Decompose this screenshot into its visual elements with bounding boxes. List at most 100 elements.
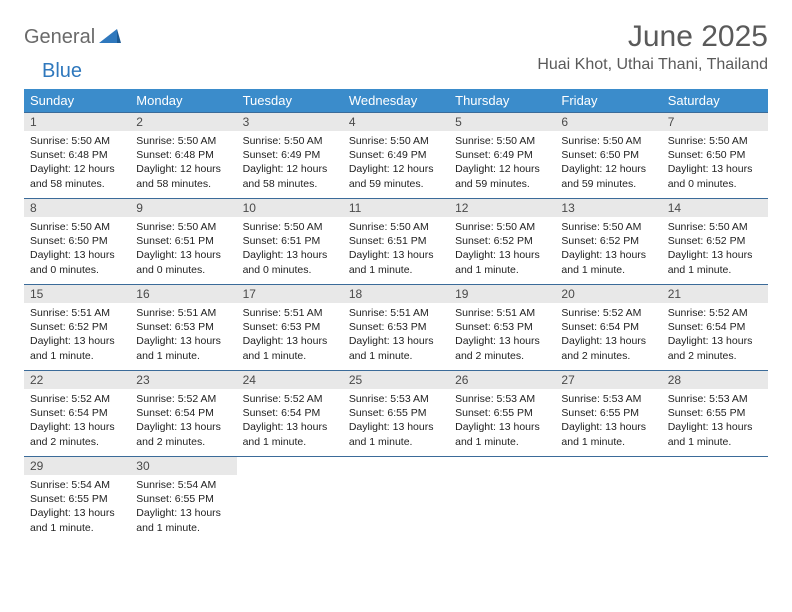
day-info: Sunrise: 5:52 AMSunset: 6:54 PMDaylight:… <box>555 303 661 367</box>
day-info: Sunrise: 5:52 AMSunset: 6:54 PMDaylight:… <box>24 389 130 453</box>
day-info: Sunrise: 5:53 AMSunset: 6:55 PMDaylight:… <box>555 389 661 453</box>
day-number: 9 <box>130 199 236 217</box>
weekday-header-row: SundayMondayTuesdayWednesdayThursdayFrid… <box>24 89 768 113</box>
weekday-header: Friday <box>555 89 661 113</box>
day-info: Sunrise: 5:51 AMSunset: 6:52 PMDaylight:… <box>24 303 130 367</box>
day-info: Sunrise: 5:54 AMSunset: 6:55 PMDaylight:… <box>130 475 236 539</box>
day-number: 14 <box>662 199 768 217</box>
day-info: Sunrise: 5:50 AMSunset: 6:48 PMDaylight:… <box>130 131 236 195</box>
calendar-table: SundayMondayTuesdayWednesdayThursdayFrid… <box>24 89 768 543</box>
day-number: 21 <box>662 285 768 303</box>
day-number: 26 <box>449 371 555 389</box>
day-number: 19 <box>449 285 555 303</box>
day-number: 28 <box>662 371 768 389</box>
day-info: Sunrise: 5:52 AMSunset: 6:54 PMDaylight:… <box>237 389 343 453</box>
calendar-day-cell: 28Sunrise: 5:53 AMSunset: 6:55 PMDayligh… <box>662 371 768 457</box>
day-info: Sunrise: 5:50 AMSunset: 6:49 PMDaylight:… <box>343 131 449 195</box>
title-block: June 2025 Huai Khot, Uthai Thani, Thaila… <box>537 20 768 74</box>
day-info: Sunrise: 5:50 AMSunset: 6:52 PMDaylight:… <box>555 217 661 281</box>
day-number: 22 <box>24 371 130 389</box>
calendar-day-cell: 3Sunrise: 5:50 AMSunset: 6:49 PMDaylight… <box>237 113 343 199</box>
day-number: 5 <box>449 113 555 131</box>
day-info: Sunrise: 5:50 AMSunset: 6:51 PMDaylight:… <box>237 217 343 281</box>
day-number: 20 <box>555 285 661 303</box>
logo: General <box>24 20 123 49</box>
day-number: 4 <box>343 113 449 131</box>
calendar-day-cell: 24Sunrise: 5:52 AMSunset: 6:54 PMDayligh… <box>237 371 343 457</box>
calendar-day-cell: 27Sunrise: 5:53 AMSunset: 6:55 PMDayligh… <box>555 371 661 457</box>
weekday-header: Saturday <box>662 89 768 113</box>
calendar-day-cell: 14Sunrise: 5:50 AMSunset: 6:52 PMDayligh… <box>662 199 768 285</box>
weekday-header: Wednesday <box>343 89 449 113</box>
calendar-day-cell: 8Sunrise: 5:50 AMSunset: 6:50 PMDaylight… <box>24 199 130 285</box>
calendar-day-cell: 7Sunrise: 5:50 AMSunset: 6:50 PMDaylight… <box>662 113 768 199</box>
calendar-empty-cell <box>662 457 768 543</box>
day-number: 30 <box>130 457 236 475</box>
day-info: Sunrise: 5:51 AMSunset: 6:53 PMDaylight:… <box>130 303 236 367</box>
day-number: 25 <box>343 371 449 389</box>
calendar-day-cell: 22Sunrise: 5:52 AMSunset: 6:54 PMDayligh… <box>24 371 130 457</box>
day-info: Sunrise: 5:51 AMSunset: 6:53 PMDaylight:… <box>449 303 555 367</box>
day-number: 15 <box>24 285 130 303</box>
day-number: 1 <box>24 113 130 131</box>
day-info: Sunrise: 5:50 AMSunset: 6:50 PMDaylight:… <box>662 131 768 195</box>
day-info: Sunrise: 5:52 AMSunset: 6:54 PMDaylight:… <box>662 303 768 367</box>
calendar-day-cell: 23Sunrise: 5:52 AMSunset: 6:54 PMDayligh… <box>130 371 236 457</box>
day-number: 24 <box>237 371 343 389</box>
day-info: Sunrise: 5:50 AMSunset: 6:48 PMDaylight:… <box>24 131 130 195</box>
calendar-week-row: 15Sunrise: 5:51 AMSunset: 6:52 PMDayligh… <box>24 285 768 371</box>
day-info: Sunrise: 5:54 AMSunset: 6:55 PMDaylight:… <box>24 475 130 539</box>
day-number: 11 <box>343 199 449 217</box>
calendar-day-cell: 6Sunrise: 5:50 AMSunset: 6:50 PMDaylight… <box>555 113 661 199</box>
day-number: 10 <box>237 199 343 217</box>
day-info: Sunrise: 5:50 AMSunset: 6:51 PMDaylight:… <box>343 217 449 281</box>
calendar-day-cell: 17Sunrise: 5:51 AMSunset: 6:53 PMDayligh… <box>237 285 343 371</box>
day-info: Sunrise: 5:50 AMSunset: 6:50 PMDaylight:… <box>24 217 130 281</box>
logo-text-blue: Blue <box>42 60 82 82</box>
day-number: 12 <box>449 199 555 217</box>
calendar-day-cell: 9Sunrise: 5:50 AMSunset: 6:51 PMDaylight… <box>130 199 236 285</box>
day-info: Sunrise: 5:50 AMSunset: 6:51 PMDaylight:… <box>130 217 236 281</box>
calendar-day-cell: 1Sunrise: 5:50 AMSunset: 6:48 PMDaylight… <box>24 113 130 199</box>
calendar-week-row: 1Sunrise: 5:50 AMSunset: 6:48 PMDaylight… <box>24 113 768 199</box>
calendar-day-cell: 15Sunrise: 5:51 AMSunset: 6:52 PMDayligh… <box>24 285 130 371</box>
calendar-empty-cell <box>449 457 555 543</box>
calendar-day-cell: 11Sunrise: 5:50 AMSunset: 6:51 PMDayligh… <box>343 199 449 285</box>
calendar-day-cell: 2Sunrise: 5:50 AMSunset: 6:48 PMDaylight… <box>130 113 236 199</box>
calendar-day-cell: 30Sunrise: 5:54 AMSunset: 6:55 PMDayligh… <box>130 457 236 543</box>
calendar-week-row: 29Sunrise: 5:54 AMSunset: 6:55 PMDayligh… <box>24 457 768 543</box>
day-info: Sunrise: 5:50 AMSunset: 6:49 PMDaylight:… <box>237 131 343 195</box>
weekday-header: Tuesday <box>237 89 343 113</box>
day-info: Sunrise: 5:51 AMSunset: 6:53 PMDaylight:… <box>343 303 449 367</box>
day-info: Sunrise: 5:50 AMSunset: 6:52 PMDaylight:… <box>662 217 768 281</box>
calendar-day-cell: 5Sunrise: 5:50 AMSunset: 6:49 PMDaylight… <box>449 113 555 199</box>
calendar-empty-cell <box>237 457 343 543</box>
calendar-day-cell: 29Sunrise: 5:54 AMSunset: 6:55 PMDayligh… <box>24 457 130 543</box>
calendar-day-cell: 10Sunrise: 5:50 AMSunset: 6:51 PMDayligh… <box>237 199 343 285</box>
logo-text-general: General <box>24 26 95 49</box>
day-info: Sunrise: 5:52 AMSunset: 6:54 PMDaylight:… <box>130 389 236 453</box>
calendar-day-cell: 18Sunrise: 5:51 AMSunset: 6:53 PMDayligh… <box>343 285 449 371</box>
location: Huai Khot, Uthai Thani, Thailand <box>537 56 768 74</box>
day-number: 3 <box>237 113 343 131</box>
calendar-day-cell: 4Sunrise: 5:50 AMSunset: 6:49 PMDaylight… <box>343 113 449 199</box>
calendar-week-row: 22Sunrise: 5:52 AMSunset: 6:54 PMDayligh… <box>24 371 768 457</box>
logo-triangle-icon <box>99 27 121 48</box>
day-number: 29 <box>24 457 130 475</box>
day-number: 18 <box>343 285 449 303</box>
day-number: 2 <box>130 113 236 131</box>
weekday-header: Monday <box>130 89 236 113</box>
day-info: Sunrise: 5:50 AMSunset: 6:52 PMDaylight:… <box>449 217 555 281</box>
day-number: 16 <box>130 285 236 303</box>
calendar-day-cell: 21Sunrise: 5:52 AMSunset: 6:54 PMDayligh… <box>662 285 768 371</box>
month-title: June 2025 <box>537 20 768 54</box>
day-number: 6 <box>555 113 661 131</box>
day-number: 23 <box>130 371 236 389</box>
day-info: Sunrise: 5:50 AMSunset: 6:49 PMDaylight:… <box>449 131 555 195</box>
calendar-empty-cell <box>343 457 449 543</box>
day-number: 27 <box>555 371 661 389</box>
day-number: 8 <box>24 199 130 217</box>
calendar-day-cell: 26Sunrise: 5:53 AMSunset: 6:55 PMDayligh… <box>449 371 555 457</box>
day-info: Sunrise: 5:50 AMSunset: 6:50 PMDaylight:… <box>555 131 661 195</box>
calendar-day-cell: 19Sunrise: 5:51 AMSunset: 6:53 PMDayligh… <box>449 285 555 371</box>
